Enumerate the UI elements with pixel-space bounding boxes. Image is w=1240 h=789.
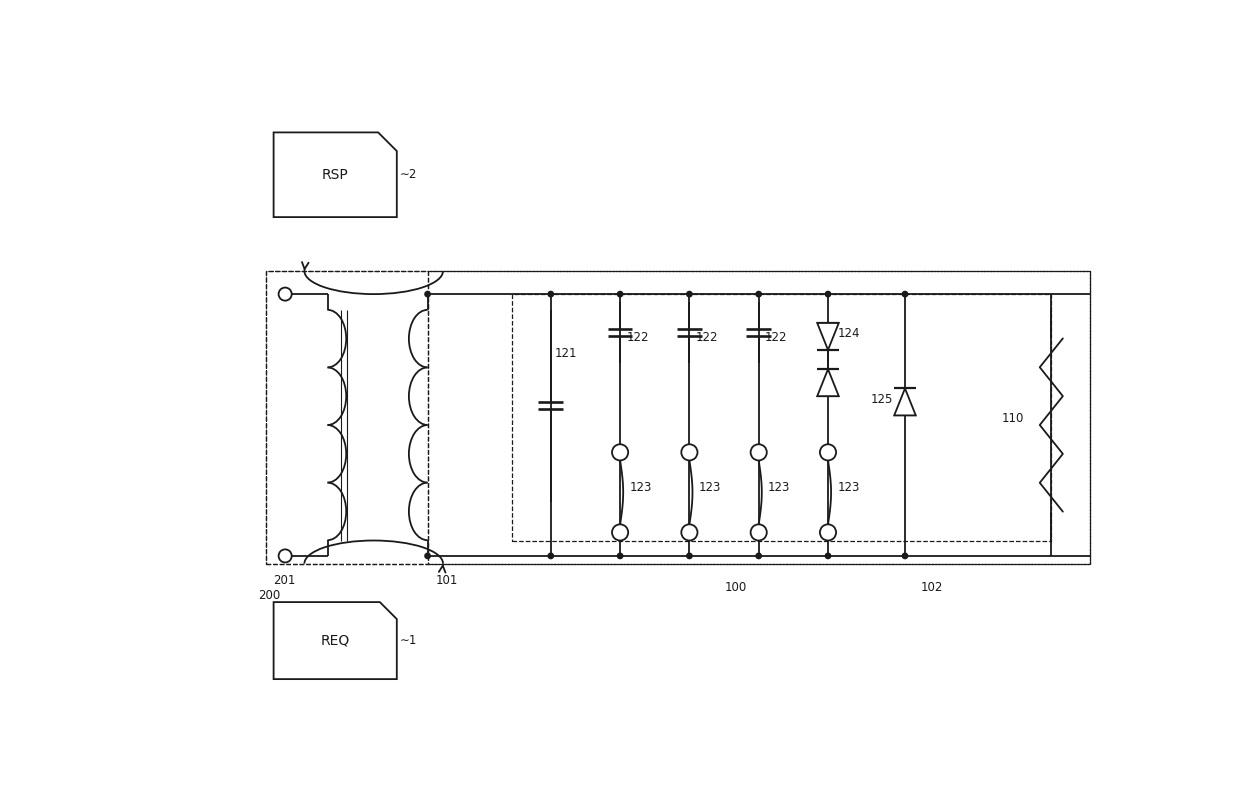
Circle shape — [903, 291, 908, 297]
Circle shape — [618, 553, 622, 559]
Bar — [428, 271, 1090, 563]
Circle shape — [618, 291, 622, 297]
Circle shape — [279, 549, 291, 563]
Text: 102: 102 — [920, 581, 942, 594]
Circle shape — [279, 287, 291, 301]
Text: 201: 201 — [274, 574, 296, 587]
Polygon shape — [817, 323, 838, 350]
Circle shape — [820, 444, 836, 461]
Circle shape — [826, 553, 831, 559]
Bar — [512, 294, 1052, 540]
Circle shape — [425, 291, 430, 297]
Text: 123: 123 — [837, 481, 859, 495]
Text: 110: 110 — [1001, 412, 1024, 425]
Circle shape — [681, 444, 697, 461]
Text: REQ: REQ — [321, 634, 350, 648]
Polygon shape — [894, 388, 916, 415]
Polygon shape — [817, 369, 838, 396]
Text: 101: 101 — [435, 574, 458, 587]
Circle shape — [425, 553, 430, 559]
Text: 123: 123 — [630, 481, 652, 495]
Text: 122: 122 — [765, 331, 787, 344]
Circle shape — [687, 291, 692, 297]
Bar — [265, 271, 1090, 563]
Circle shape — [750, 525, 766, 540]
Circle shape — [903, 553, 908, 559]
Circle shape — [756, 553, 761, 559]
Circle shape — [687, 553, 692, 559]
Text: 121: 121 — [554, 346, 577, 360]
Circle shape — [756, 291, 761, 297]
Text: 200: 200 — [258, 589, 280, 602]
Circle shape — [750, 444, 766, 461]
Circle shape — [548, 291, 553, 297]
Circle shape — [826, 291, 831, 297]
Circle shape — [548, 553, 553, 559]
Text: 124: 124 — [837, 327, 859, 340]
Text: ∼1: ∼1 — [399, 634, 417, 647]
Text: 100: 100 — [724, 581, 746, 594]
Circle shape — [681, 525, 697, 540]
Circle shape — [613, 444, 629, 461]
Text: ∼2: ∼2 — [399, 168, 417, 181]
Text: RSP: RSP — [322, 168, 348, 181]
Circle shape — [613, 525, 629, 540]
Text: 123: 123 — [768, 481, 790, 495]
Bar — [265, 271, 428, 563]
Text: 122: 122 — [626, 331, 649, 344]
Circle shape — [820, 525, 836, 540]
Text: 123: 123 — [698, 481, 720, 495]
Text: 125: 125 — [870, 393, 893, 406]
Text: 122: 122 — [696, 331, 718, 344]
